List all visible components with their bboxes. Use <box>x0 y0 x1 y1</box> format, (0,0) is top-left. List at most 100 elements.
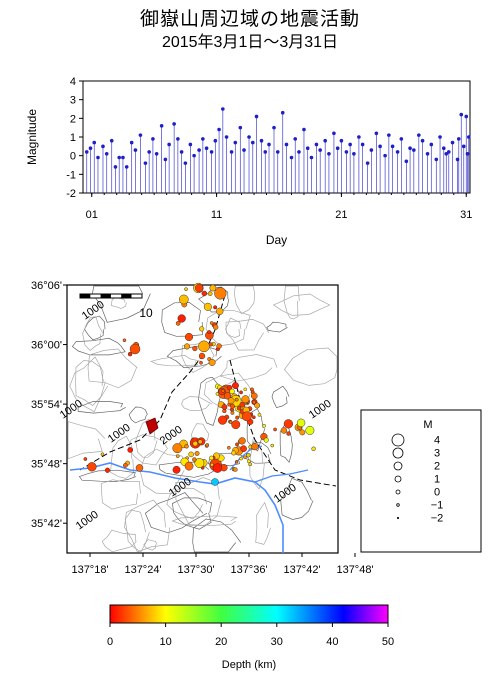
epicenter-circle <box>226 445 231 450</box>
magnitude-point <box>420 138 425 143</box>
contour-line <box>283 285 300 320</box>
magnitude-point <box>197 148 201 152</box>
epicenter-circle <box>83 457 88 461</box>
epicenter-circle <box>198 340 210 353</box>
epicenter-circle <box>192 345 198 352</box>
contour-line <box>166 487 208 520</box>
epicenter-circle <box>184 444 189 449</box>
depth-colorbar <box>109 604 389 624</box>
legend-magnitude-label: −1 <box>431 500 444 512</box>
epicenter-circle <box>239 390 243 395</box>
epicenter-circle <box>199 326 205 332</box>
epicenter-circle <box>226 384 233 391</box>
epicenter-circle <box>235 442 239 447</box>
magnitude-point <box>387 133 391 137</box>
magnitude-point <box>434 157 439 162</box>
legend-magnitude-label: 2 <box>434 461 440 473</box>
epicenter-circle <box>127 351 133 357</box>
epicenter-circle <box>263 437 269 443</box>
magnitude-point <box>441 146 446 150</box>
colorbar-tick-label: 30 <box>271 636 283 648</box>
epicenter-circle <box>197 439 203 445</box>
x-tick-label: 11 <box>211 209 222 221</box>
lon-tick-label: 137°42' <box>283 564 320 576</box>
legend-size-circle <box>396 516 400 520</box>
epicenter-circle <box>270 443 275 448</box>
magnitude-point <box>327 152 331 156</box>
magnitude-point <box>323 138 327 143</box>
epicenter-circle <box>221 389 225 393</box>
magnitude-point <box>390 144 395 149</box>
epicenter-circle <box>232 382 239 390</box>
magnitude-point <box>101 144 105 149</box>
magnitude-point <box>84 150 89 154</box>
magnitude-point <box>88 146 93 150</box>
magnitude-point <box>163 157 168 162</box>
magnitude-point <box>238 125 243 130</box>
epicenter-circle <box>235 415 240 420</box>
magnitude-point <box>172 122 176 126</box>
magnitude-plot-frame <box>82 80 471 194</box>
epicenter-circle <box>208 358 216 366</box>
magnitude-point <box>444 152 449 156</box>
magnitude-point <box>233 140 238 145</box>
contour-line <box>82 316 104 351</box>
magnitude-point <box>318 148 322 152</box>
legend-size-circle <box>395 489 401 495</box>
epicenter-circle <box>296 418 306 428</box>
epicenter-circle <box>233 467 238 472</box>
epicenter-circle <box>231 420 241 430</box>
magnitude-point <box>412 148 416 152</box>
epicenter-circle <box>221 404 228 410</box>
legend-magnitude-label: 3 <box>434 448 440 460</box>
epicenter-circle <box>100 452 105 457</box>
epicenter-circle <box>241 395 250 404</box>
epicenter-circle <box>122 338 127 343</box>
magnitude-point <box>339 138 344 143</box>
magnitude-point <box>272 125 276 130</box>
contour-line <box>205 310 251 347</box>
contour-line <box>271 385 290 409</box>
epicenter-circle <box>175 454 180 459</box>
magnitude-point <box>425 152 430 156</box>
magnitude-point <box>129 140 134 145</box>
epicenter-circle <box>241 411 252 422</box>
epicenter-circle <box>239 401 246 408</box>
magnitude-point <box>408 146 412 150</box>
epicenter-circle <box>305 425 315 435</box>
epicenter-circle <box>209 455 214 461</box>
epicenter-circle <box>216 343 222 349</box>
epicenter-circle <box>175 321 181 326</box>
y-tick-label: -1 <box>66 169 76 181</box>
magnitude-point <box>289 155 294 160</box>
lon-tick-label: 137°18' <box>71 564 108 576</box>
prefecture-boundary <box>79 294 226 471</box>
summit-crater-marker <box>145 417 159 435</box>
magnitude-point <box>399 137 404 141</box>
lon-tick-label: 137°36' <box>230 564 267 576</box>
magnitude-point <box>267 142 271 147</box>
epicenter-circle <box>177 314 186 323</box>
x-tick-label: 21 <box>335 209 347 221</box>
epicenter-circle <box>104 467 111 473</box>
epicenter-circle <box>243 455 247 459</box>
contour-line <box>124 499 171 553</box>
epicenter-circle <box>214 287 227 300</box>
legend-size-circle <box>393 461 403 471</box>
magnitude-point <box>383 153 387 158</box>
legend-size-circle <box>396 503 400 507</box>
magnitude-point <box>459 112 464 117</box>
contour-line <box>279 424 293 464</box>
magnitude-point <box>188 142 193 147</box>
magnitude-point <box>461 144 466 149</box>
colorbar-tick-label: 20 <box>215 636 227 648</box>
magnitude-point <box>96 155 100 160</box>
epicenter-circle <box>123 462 128 468</box>
epicenter-circle <box>252 400 256 405</box>
contour-line <box>175 477 222 526</box>
epicenter-circle <box>248 462 253 467</box>
magnitude-point <box>302 127 306 132</box>
epicenter-circle <box>184 343 191 350</box>
epicenter-circle <box>299 429 306 436</box>
